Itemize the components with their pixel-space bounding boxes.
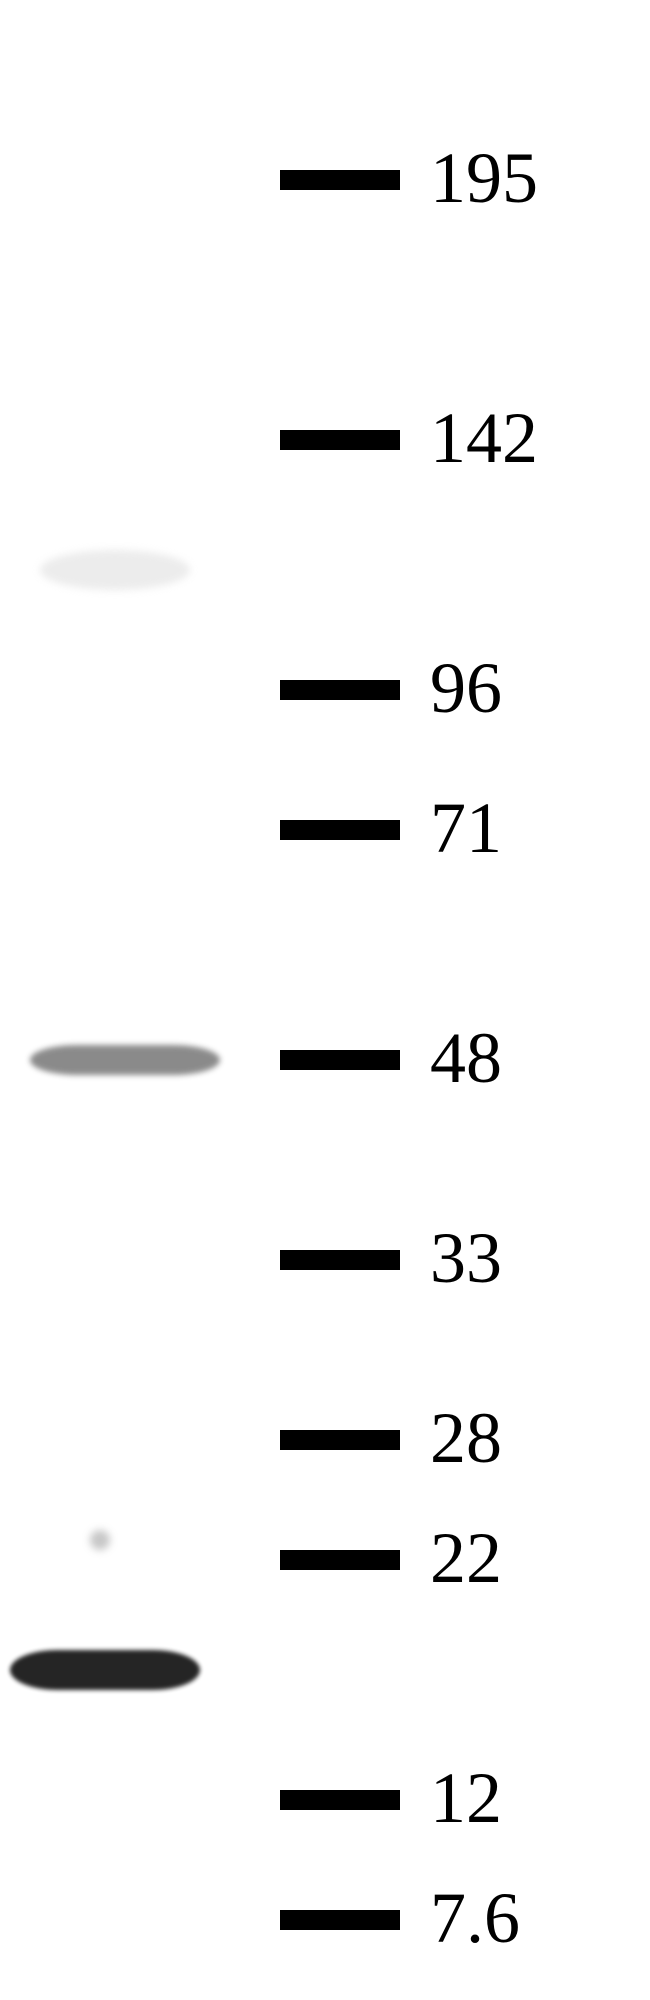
ladder-label-22: 22: [430, 1517, 502, 1600]
ladder-label-48: 48: [430, 1017, 502, 1100]
ladder-mark-71: [280, 820, 400, 840]
smudge-1: [90, 1530, 110, 1550]
ladder-mark-195: [280, 170, 400, 190]
ladder-label-28: 28: [430, 1397, 502, 1480]
ladder-label-71: 71: [430, 787, 502, 870]
ladder-label-96: 96: [430, 647, 502, 730]
sample-band-0: [30, 1045, 220, 1075]
ladder-mark-48: [280, 1050, 400, 1070]
western-blot-figure: 195 142 96 71 48 33 28 22 12 7.6: [0, 0, 650, 2000]
smudge-0: [40, 550, 190, 590]
ladder-label-7.6: 7.6: [430, 1877, 520, 1960]
ladder-mark-33: [280, 1250, 400, 1270]
ladder-mark-22: [280, 1550, 400, 1570]
ladder-mark-96: [280, 680, 400, 700]
ladder-mark-12: [280, 1790, 400, 1810]
ladder-mark-28: [280, 1430, 400, 1450]
sample-band-1: [10, 1650, 200, 1690]
ladder-label-12: 12: [430, 1757, 502, 1840]
ladder-label-142: 142: [430, 397, 538, 480]
ladder-label-195: 195: [430, 137, 538, 220]
ladder-label-33: 33: [430, 1217, 502, 1300]
ladder-mark-7.6: [280, 1910, 400, 1930]
ladder-mark-142: [280, 430, 400, 450]
